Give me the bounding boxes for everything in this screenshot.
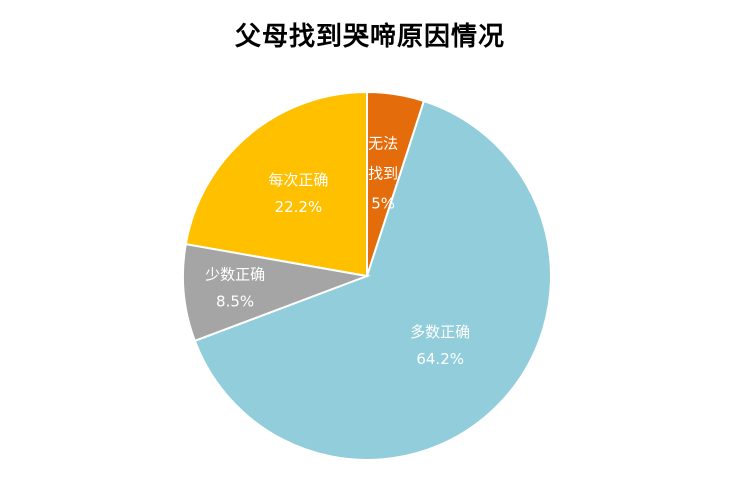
slice-category-label: 找到 bbox=[368, 165, 398, 183]
slice-value-label: 22.2% bbox=[275, 198, 323, 216]
slice-data-label: 少数正确 8.5% bbox=[205, 265, 265, 310]
slice-category-label: 少数正确 bbox=[205, 265, 265, 283]
chart-title: 父母找到哭啼原因情况 bbox=[234, 22, 505, 52]
pie-slice bbox=[184, 90, 368, 278]
slice-value-label: 8.5% bbox=[216, 292, 254, 310]
slice-category-label: 无法 bbox=[368, 135, 398, 153]
slice-data-label: 多数正确 64.2% bbox=[410, 323, 470, 368]
slice-value-label: 5% bbox=[371, 195, 395, 213]
slice-category-label: 每次正确 bbox=[268, 171, 328, 189]
slice-category-label: 多数正确 bbox=[410, 323, 470, 341]
slice-value-label: 64.2% bbox=[416, 350, 464, 368]
pie-slice bbox=[193, 99, 552, 461]
slice-data-label: 每次正确 22.2% bbox=[268, 171, 328, 216]
